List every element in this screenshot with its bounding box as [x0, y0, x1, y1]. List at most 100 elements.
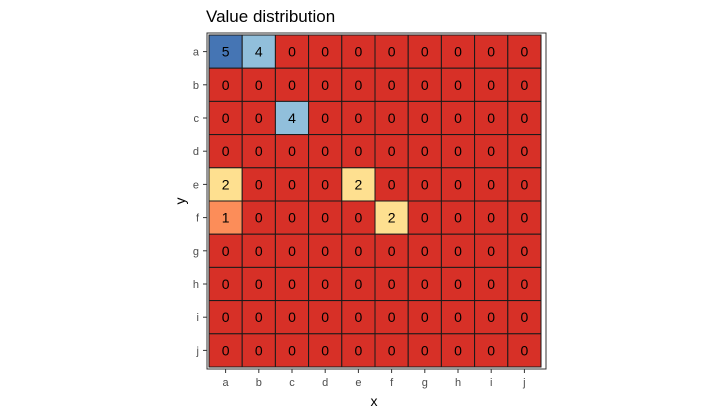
x-tick-label: g — [422, 377, 428, 389]
heatmap-cell-i-g — [407, 300, 442, 335]
cell-value-label: 0 — [255, 77, 263, 93]
cell-value-label: 0 — [487, 44, 495, 60]
heatmap-cell-b-d — [308, 67, 343, 102]
y-tick-label: d — [193, 146, 199, 158]
cell-value-label: 0 — [454, 342, 462, 358]
cell-value-label: 0 — [355, 243, 363, 259]
cell-value-label: 0 — [222, 243, 230, 259]
heatmap-cell-j-h — [440, 333, 476, 368]
heatmap-cell-e-j — [507, 167, 542, 202]
cell-value-label: 0 — [454, 143, 462, 159]
heatmap-cell-g-d — [308, 233, 343, 268]
heatmap-cell-b-b — [241, 67, 276, 102]
cell-value-label: 0 — [255, 243, 263, 259]
cell-value-label: 0 — [255, 176, 263, 192]
cell-value-label: 0 — [355, 44, 363, 60]
cell-value-label: 0 — [454, 176, 462, 192]
heatmap-cell-h-b — [241, 266, 276, 302]
heatmap-cell-d-a — [208, 134, 243, 169]
heatmap-cell-h-g — [407, 266, 442, 302]
cell-value-label: 0 — [321, 276, 329, 292]
cell-value-label: 0 — [521, 276, 529, 292]
cell-value-label: 0 — [321, 44, 329, 60]
heatmap-cell-g-g — [407, 233, 442, 268]
cell-value-label: 0 — [288, 44, 296, 60]
cell-value-label: 0 — [421, 309, 429, 325]
heatmap-cell-h-d — [308, 266, 343, 302]
cell-value-label: 0 — [355, 110, 363, 126]
cell-value-label: 0 — [321, 342, 329, 358]
heatmap-cell-j-c — [274, 333, 310, 368]
cell-value-label: 0 — [255, 276, 263, 292]
cell-value-label: 0 — [454, 44, 462, 60]
heatmap-cell-f-f — [374, 200, 409, 235]
cell-value-label: 0 — [421, 276, 429, 292]
heatmap-cell-g-i — [474, 233, 509, 268]
cell-value-label: 0 — [255, 210, 263, 226]
heatmap-cell-e-i — [474, 167, 509, 202]
heatmap-cell-i-b — [241, 300, 276, 335]
cell-value-label: 0 — [321, 243, 329, 259]
heatmap-cell-i-j — [507, 300, 542, 335]
heatmap-cell-g-a — [208, 233, 243, 268]
heatmap-cell-h-c — [274, 266, 310, 302]
heatmap-cell-g-h — [440, 233, 476, 268]
cell-value-label: 0 — [388, 243, 396, 259]
cell-value-label: 0 — [454, 210, 462, 226]
cell-value-label: 0 — [487, 309, 495, 325]
cell-value-label: 0 — [421, 342, 429, 358]
cell-value-label: 0 — [321, 77, 329, 93]
heatmap-cell-b-g — [407, 67, 442, 102]
heatmap-cell-j-a — [208, 333, 243, 368]
cell-value-label: 0 — [521, 44, 529, 60]
cell-value-label: 4 — [288, 110, 296, 126]
cell-value-label: 0 — [487, 210, 495, 226]
cell-value-label: 0 — [454, 110, 462, 126]
heatmap-cell-b-i — [474, 67, 509, 102]
heatmap-cell-f-e — [341, 200, 376, 235]
heatmap-cell-j-f — [374, 333, 409, 368]
cell-value-label: 0 — [421, 176, 429, 192]
cell-value-label: 0 — [288, 243, 296, 259]
y-tick-label: f — [196, 213, 200, 225]
cell-value-label: 0 — [355, 143, 363, 159]
cell-value-label: 0 — [521, 176, 529, 192]
heatmap-cell-a-f — [374, 34, 409, 69]
heatmap-cell-i-i — [474, 300, 509, 335]
cell-value-label: 0 — [288, 309, 296, 325]
cell-value-label: 2 — [222, 176, 230, 192]
heatmap-cell-f-d — [308, 200, 343, 235]
cell-value-label: 0 — [255, 143, 263, 159]
cell-value-label: 0 — [421, 243, 429, 259]
cell-value-label: 0 — [321, 309, 329, 325]
cell-value-label: 5 — [222, 44, 230, 60]
cell-value-label: 0 — [421, 44, 429, 60]
heatmap-cell-f-a — [208, 200, 243, 235]
cell-value-label: 0 — [388, 309, 396, 325]
y-tick-label: a — [193, 47, 200, 59]
heatmap-cell-b-j — [507, 67, 542, 102]
cell-value-label: 0 — [288, 143, 296, 159]
cell-value-label: 0 — [388, 176, 396, 192]
cell-value-label: 0 — [288, 176, 296, 192]
cell-value-label: 0 — [288, 276, 296, 292]
cell-value-label: 0 — [388, 276, 396, 292]
cell-value-label: 0 — [388, 77, 396, 93]
cell-value-label: 0 — [421, 77, 429, 93]
y-tick-label: g — [193, 246, 199, 258]
x-axis-ticks: a b c d e f g h i j — [223, 369, 526, 389]
heatmap-cell-d-f — [374, 134, 409, 169]
heatmap-cell-a-a — [208, 34, 243, 69]
cell-value-label: 0 — [288, 342, 296, 358]
heatmap-cell-e-e — [341, 167, 376, 202]
heatmap-cell-g-f — [374, 233, 409, 268]
cell-value-label: 0 — [222, 309, 230, 325]
heatmap-cell-e-b — [241, 167, 276, 202]
cell-value-label: 0 — [222, 143, 230, 159]
x-tick-label: h — [455, 377, 461, 389]
heatmap-cell-a-b — [241, 34, 276, 69]
heatmap-cell-h-e — [341, 266, 376, 302]
cell-value-label: 0 — [255, 110, 263, 126]
heatmap-cell-c-b — [241, 100, 276, 136]
